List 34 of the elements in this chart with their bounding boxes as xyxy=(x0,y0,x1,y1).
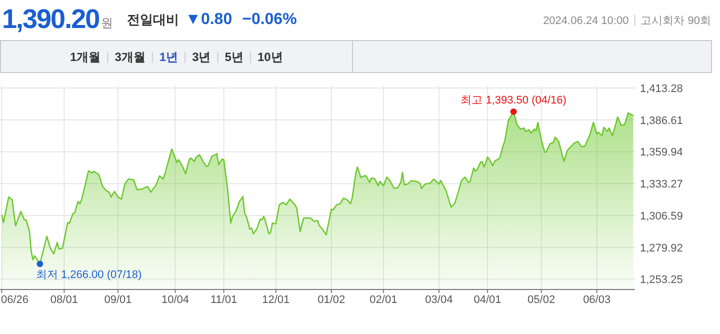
y-tick-label: 1,413.28 xyxy=(640,83,683,96)
y-tick-label: 1,279.92 xyxy=(640,242,683,254)
x-tick-label: 06/03 xyxy=(583,294,611,306)
x-tick-label: 03/04 xyxy=(425,294,453,306)
title: 1,390.20 xyxy=(2,4,100,34)
y-tick-label: 1,333.27 xyxy=(640,178,683,191)
x-tick-label: 01/02 xyxy=(318,294,346,306)
y-tick-label: 1,306.59 xyxy=(640,210,683,222)
annotation: 최저 1,266.00 (07/18) xyxy=(36,268,142,281)
text: 2024.06.24 10:00 xyxy=(543,15,629,27)
y-tick-label: 1,253.25 xyxy=(640,274,683,286)
text: 원 xyxy=(101,16,114,30)
text: 1년 xyxy=(159,50,178,64)
x-tick-label: 02/01 xyxy=(370,294,398,306)
x-tick-label: 04/01 xyxy=(474,294,502,306)
text: −0.06% xyxy=(242,11,297,28)
x-tick-label: 08/01 xyxy=(50,294,78,306)
text: 1개월 xyxy=(70,50,101,64)
text: 3개월 xyxy=(114,50,146,64)
y-tick-label: 1,386.61 xyxy=(640,114,683,127)
x-tick-label: 09/01 xyxy=(104,294,132,306)
text: 고시회차 90회 xyxy=(640,15,711,27)
x-tick-label: 11/01 xyxy=(210,294,238,306)
text: 전일대비 xyxy=(127,12,180,27)
x-tick-label: 10/04 xyxy=(161,294,189,306)
x-tick-label: 12/01 xyxy=(262,294,290,306)
text: ▼0.80 xyxy=(185,11,232,28)
x-tick-label: 06/26 xyxy=(1,294,29,306)
text: 3년 xyxy=(192,50,211,64)
text: 5년 xyxy=(224,50,244,64)
y-tick-label: 1,359.94 xyxy=(640,146,683,159)
text: 10년 xyxy=(257,50,283,64)
x-tick-label: 05/02 xyxy=(528,294,556,306)
annotation: 최고 1,393.50 (04/16) xyxy=(460,94,566,107)
